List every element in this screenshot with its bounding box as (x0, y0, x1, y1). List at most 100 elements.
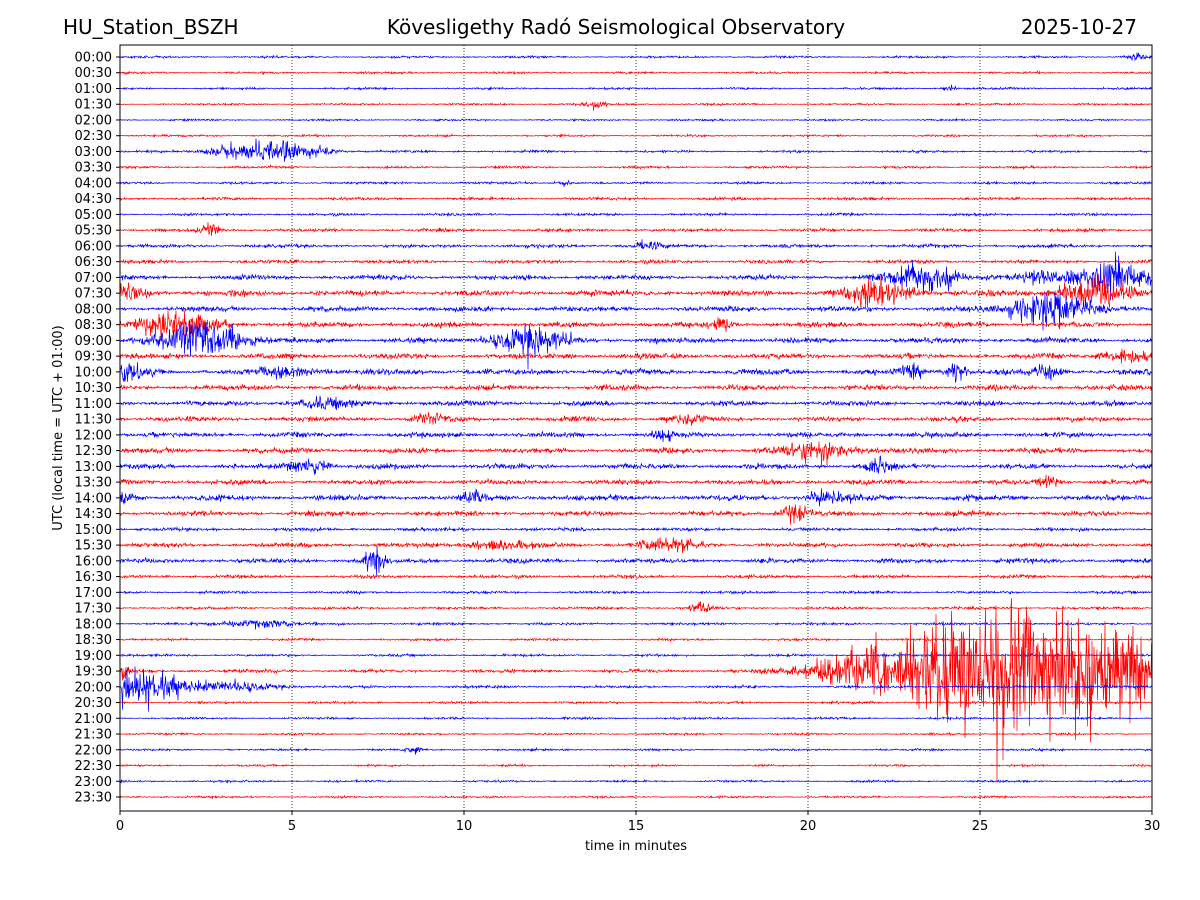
y-tick-label: 23:00 (75, 775, 112, 790)
trace-0530 (120, 222, 1152, 237)
trace-2000 (120, 666, 1152, 712)
trace-2130 (120, 731, 1152, 737)
y-tick-label: 02:00 (75, 113, 112, 128)
y-tick-label: 02:30 (75, 129, 112, 144)
trace-0100 (120, 84, 1152, 91)
trace-0930 (120, 348, 1152, 364)
y-tick-label: 07:30 (75, 287, 112, 302)
y-tick-label: 03:00 (75, 145, 112, 160)
y-tick-label: 04:30 (75, 192, 112, 207)
trace-2200 (120, 746, 1152, 755)
trace-0800 (120, 290, 1152, 331)
trace-2100 (120, 715, 1152, 722)
y-tick-label: 16:30 (75, 570, 112, 585)
y-tick-label: 20:30 (75, 696, 112, 711)
y-tick-label: 19:00 (75, 649, 112, 664)
trace-2230 (120, 763, 1152, 769)
trace-1530 (120, 537, 1152, 554)
y-tick-label: 12:30 (75, 444, 112, 459)
trace-1730 (120, 601, 1152, 613)
axes: 0 5 10 15 20 25 30 00:0000:3001:0001:3002:0002:… (75, 51, 1161, 835)
trace-0000 (120, 52, 1152, 62)
trace-1430 (120, 504, 1152, 525)
trace-0830 (120, 310, 1152, 339)
trace-0330 (120, 164, 1152, 171)
chart-title: Kövesligethy Radó Seismological Observat… (386, 15, 846, 39)
y-tick-label: 19:30 (75, 665, 112, 680)
trace-0130 (120, 101, 1152, 111)
y-tick-label: 06:00 (75, 239, 112, 254)
traces (120, 52, 1152, 800)
trace-1830 (120, 636, 1152, 643)
trace-2330 (120, 794, 1152, 800)
y-tick-label: 22:00 (75, 743, 112, 758)
trace-2300 (120, 778, 1152, 784)
trace-0500 (120, 211, 1152, 218)
trace-1600 (120, 546, 1152, 576)
y-tick-label: 10:00 (75, 365, 112, 380)
y-tick-label: 00:30 (75, 66, 112, 81)
y-tick-label: 23:30 (75, 791, 112, 806)
trace-1000 (120, 361, 1152, 383)
y-tick-label: 01:30 (75, 98, 112, 113)
grid-lines (291, 45, 981, 811)
trace-0030 (120, 70, 1152, 76)
y-tick-label: 09:00 (75, 334, 112, 349)
y-tick-label: 16:00 (75, 554, 112, 569)
trace-0700 (120, 251, 1152, 301)
y-tick-label: 21:00 (75, 712, 112, 727)
x-tick-label: 10 (456, 819, 473, 834)
trace-1500 (120, 526, 1152, 533)
y-axis-label: UTC (local time = UTC + 01:00) (51, 325, 66, 530)
y-tick-label: 06:30 (75, 255, 112, 270)
trace-2030 (120, 700, 1152, 706)
trace-1100 (120, 395, 1152, 411)
y-tick-label: 22:30 (75, 759, 112, 774)
y-tick-label: 13:30 (75, 476, 112, 491)
trace-1630 (120, 573, 1152, 580)
trace-1800 (120, 619, 1152, 630)
y-tick-label: 07:00 (75, 271, 112, 286)
y-tick-label: 20:00 (75, 680, 112, 695)
y-tick-label: 18:30 (75, 633, 112, 648)
y-tick-label: 10:30 (75, 381, 112, 396)
x-tick-label: 25 (972, 819, 989, 834)
trace-1230 (120, 441, 1152, 467)
trace-1130 (120, 412, 1152, 426)
y-tick-label: 17:30 (75, 602, 112, 617)
x-tick-label: 5 (288, 819, 296, 834)
station-name: HU_Station_BSZH (63, 15, 239, 39)
trace-0600 (120, 239, 1152, 251)
y-tick-label: 13:00 (75, 460, 112, 475)
trace-0200 (120, 117, 1152, 123)
y-tick-label: 01:00 (75, 82, 112, 97)
trace-0300 (120, 138, 1152, 162)
x-tick-label: 20 (800, 819, 817, 834)
trace-0730 (120, 273, 1152, 310)
y-tick-label: 04:00 (75, 176, 112, 191)
trace-0230 (120, 132, 1152, 139)
trace-1700 (120, 589, 1152, 596)
y-tick-label: 11:30 (75, 413, 112, 428)
y-tick-label: 17:00 (75, 586, 112, 601)
y-tick-label: 15:00 (75, 523, 112, 538)
trace-1930 (120, 598, 1152, 783)
chart-date: 2025-10-27 (1020, 15, 1137, 39)
y-tick-label: 08:00 (75, 302, 112, 317)
x-tick-label: 30 (1144, 819, 1161, 834)
y-tick-label: 03:30 (75, 161, 112, 176)
trace-1200 (120, 429, 1152, 442)
y-tick-label: 08:30 (75, 318, 112, 333)
y-tick-label: 14:30 (75, 507, 112, 522)
trace-1030 (120, 383, 1152, 392)
y-tick-label: 18:00 (75, 617, 112, 632)
y-tick-label: 09:30 (75, 350, 112, 365)
trace-0430 (120, 195, 1152, 202)
trace-1400 (120, 488, 1152, 507)
x-tick-label: 0 (116, 819, 124, 834)
y-tick-label: 21:30 (75, 728, 112, 743)
x-axis-label: time in minutes (585, 839, 687, 854)
x-tick-label: 15 (628, 819, 645, 834)
trace-0400 (120, 179, 1152, 187)
